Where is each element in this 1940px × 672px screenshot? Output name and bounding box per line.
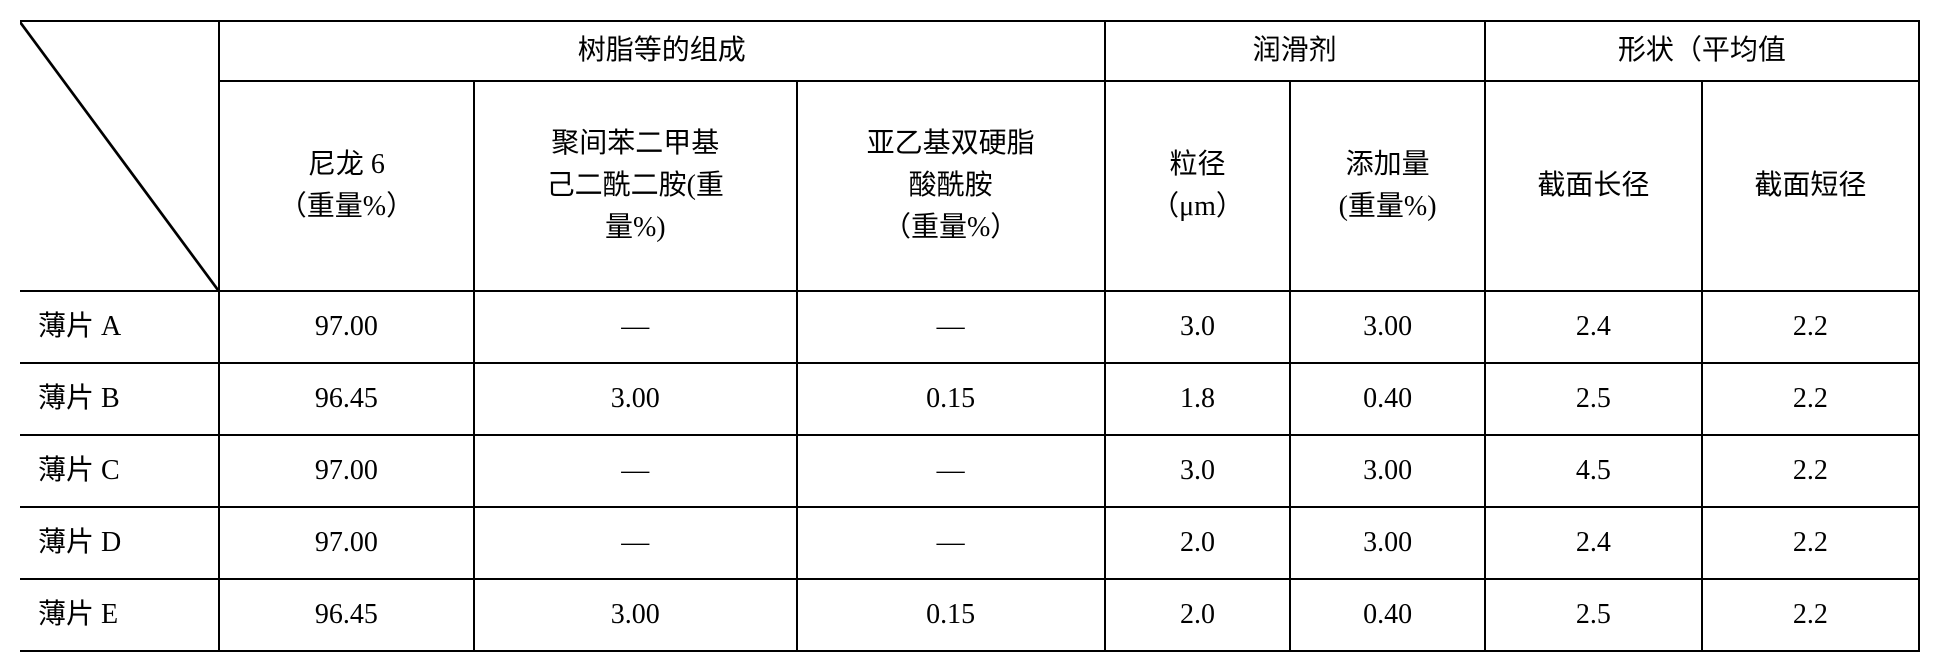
poly-line3: 量%) [605, 212, 666, 243]
cell-cross-long: 2.4 [1485, 291, 1702, 363]
table-row: 薄片 C 97.00 — — 3.0 3.00 4.5 2.2 [20, 435, 1919, 507]
cell-nylon6: 97.00 [219, 507, 474, 579]
poly-line2: 己二酰二胺(重 [547, 170, 724, 201]
cell-particle: 3.0 [1105, 291, 1291, 363]
particle-line2: （μm） [1151, 191, 1244, 222]
materials-table: 树脂等的组成 润滑剂 形状（平均值 尼龙 6 （重量%） 聚间苯二甲基己二酰二胺(… [20, 20, 1920, 652]
row-label: 薄片 A [20, 291, 219, 363]
row-label: 薄片 C [20, 435, 219, 507]
row-label: 薄片 D [20, 507, 219, 579]
poly-line1: 聚间苯二甲基 [551, 128, 719, 159]
diagonal-line-icon [20, 22, 218, 290]
cell-particle: 3.0 [1105, 435, 1291, 507]
group-header-lubricant: 润滑剂 [1105, 21, 1485, 81]
table-row: 薄片 A 97.00 — — 3.0 3.00 2.4 2.2 [20, 291, 1919, 363]
col-header-added: 添加量 (重量%) [1290, 81, 1484, 291]
added-line1: 添加量 [1346, 149, 1430, 180]
cell-particle: 1.8 [1105, 363, 1291, 435]
cell-particle: 2.0 [1105, 507, 1291, 579]
cell-nylon6: 97.00 [219, 435, 474, 507]
sub-header-row: 尼龙 6 （重量%） 聚间苯二甲基己二酰二胺(重量%) 亚乙基双硬脂酸酰胺 （重量%… [20, 81, 1919, 291]
cell-added: 3.00 [1290, 435, 1484, 507]
cell-added: 3.00 [1290, 291, 1484, 363]
cell-nylon6: 97.00 [219, 291, 474, 363]
particle-line1: 粒径 [1169, 149, 1225, 180]
nylon6-line2: （重量%） [279, 191, 414, 222]
group-header-resin: 树脂等的组成 [219, 21, 1105, 81]
table-row: 薄片 D 97.00 — — 2.0 3.00 2.4 2.2 [20, 507, 1919, 579]
cell-ethylene: — [797, 507, 1105, 579]
cell-poly: 3.00 [474, 579, 797, 651]
table-row: 薄片 B 96.45 3.00 0.15 1.8 0.40 2.5 2.2 [20, 363, 1919, 435]
cell-added: 0.40 [1290, 579, 1484, 651]
eth-line1: 亚乙基双硬脂 [867, 128, 1035, 159]
cell-nylon6: 96.45 [219, 363, 474, 435]
table-row: 薄片 E 96.45 3.00 0.15 2.0 0.40 2.5 2.2 [20, 579, 1919, 651]
eth-line2: 酸酰胺 [909, 170, 993, 201]
cell-added: 0.40 [1290, 363, 1484, 435]
cell-poly: — [474, 435, 797, 507]
col-header-cross-long: 截面长径 [1485, 81, 1702, 291]
eth-line3: （重量%） [883, 212, 1018, 243]
added-line2: (重量%) [1339, 191, 1437, 222]
diagonal-corner-cell [20, 21, 219, 291]
col-header-particle: 粒径 （μm） [1105, 81, 1291, 291]
cell-poly: — [474, 291, 797, 363]
col-header-poly: 聚间苯二甲基己二酰二胺(重量%) [474, 81, 797, 291]
cell-poly: — [474, 507, 797, 579]
cell-ethylene: — [797, 435, 1105, 507]
col-header-ethylene: 亚乙基双硬脂酸酰胺 （重量%） [797, 81, 1105, 291]
cell-cross-long: 4.5 [1485, 435, 1702, 507]
cell-cross-short: 2.2 [1702, 579, 1919, 651]
cell-ethylene: 0.15 [797, 579, 1105, 651]
row-label: 薄片 B [20, 363, 219, 435]
cell-cross-long: 2.4 [1485, 507, 1702, 579]
cell-ethylene: — [797, 291, 1105, 363]
cell-particle: 2.0 [1105, 579, 1291, 651]
nylon6-line1: 尼龙 6 [308, 149, 385, 180]
group-header-row: 树脂等的组成 润滑剂 形状（平均值 [20, 21, 1919, 81]
col-header-nylon6: 尼龙 6 （重量%） [219, 81, 474, 291]
cell-cross-short: 2.2 [1702, 363, 1919, 435]
group-header-shape: 形状（平均值 [1485, 21, 1919, 81]
row-label: 薄片 E [20, 579, 219, 651]
cell-ethylene: 0.15 [797, 363, 1105, 435]
cell-cross-short: 2.2 [1702, 435, 1919, 507]
cell-cross-long: 2.5 [1485, 363, 1702, 435]
col-header-cross-short: 截面短径 [1702, 81, 1919, 291]
cell-cross-short: 2.2 [1702, 291, 1919, 363]
cell-nylon6: 96.45 [219, 579, 474, 651]
cell-cross-long: 2.5 [1485, 579, 1702, 651]
cell-cross-short: 2.2 [1702, 507, 1919, 579]
cell-poly: 3.00 [474, 363, 797, 435]
cell-added: 3.00 [1290, 507, 1484, 579]
